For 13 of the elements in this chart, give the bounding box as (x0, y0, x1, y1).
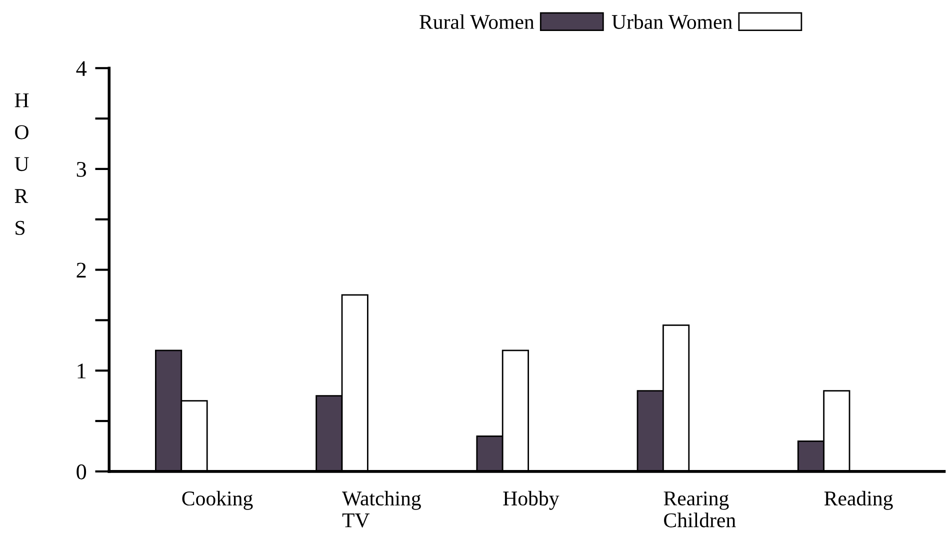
x-tick-label: Watching TV (342, 490, 421, 528)
legend-label: Rural Women (420, 14, 534, 30)
y-tick-label: 1 (78, 364, 86, 378)
x-tick-label: Reading (824, 490, 893, 510)
x-tick-label: Hobby (503, 490, 560, 510)
y-tick-label: 0 (76, 464, 86, 480)
y-tick-label: 2 (76, 262, 86, 278)
y-tick-label: 4 (76, 61, 87, 76)
x-tick-label: Rearing Children (664, 491, 736, 528)
x-tick-label: Cooking (182, 490, 253, 510)
y-axis-title: HOURS (14, 93, 29, 235)
legend-label: Urban Women (612, 14, 732, 30)
y-tick-label: 3 (76, 162, 86, 177)
